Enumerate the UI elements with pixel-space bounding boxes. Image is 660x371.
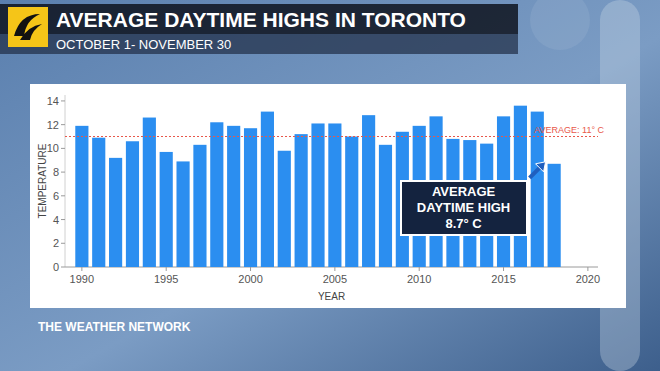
logo-mark bbox=[20, 24, 42, 40]
y-tick bbox=[61, 219, 65, 220]
bar bbox=[143, 118, 156, 267]
bar bbox=[75, 126, 88, 267]
bar bbox=[531, 112, 544, 267]
x-tick bbox=[334, 267, 335, 271]
x-tick bbox=[419, 267, 420, 271]
bar bbox=[160, 152, 173, 267]
logo bbox=[8, 7, 48, 47]
x-tick-label: 1990 bbox=[70, 273, 94, 285]
y-tick-label: 14 bbox=[47, 95, 59, 107]
bar bbox=[92, 138, 105, 267]
bar bbox=[379, 145, 392, 267]
x-tick bbox=[250, 267, 251, 271]
y-tick-label: 2 bbox=[53, 237, 59, 249]
background bbox=[0, 0, 660, 371]
x-tick-label: 2020 bbox=[576, 273, 600, 285]
bar bbox=[261, 112, 274, 267]
y-tick bbox=[61, 124, 65, 125]
y-tick bbox=[61, 172, 65, 173]
x-tick-label: 2015 bbox=[491, 273, 515, 285]
y-tick bbox=[61, 148, 65, 149]
x-tick bbox=[503, 267, 504, 271]
bar bbox=[210, 122, 223, 267]
bar bbox=[109, 158, 122, 267]
y-tick-label: 12 bbox=[47, 119, 59, 131]
x-axis-label: YEAR bbox=[318, 291, 345, 302]
x-tick bbox=[81, 267, 82, 271]
x-tick-label: 2000 bbox=[238, 273, 262, 285]
average-line bbox=[65, 136, 598, 137]
y-tick bbox=[61, 243, 65, 244]
bar bbox=[311, 123, 324, 267]
y-tick bbox=[61, 267, 65, 268]
bar bbox=[193, 145, 206, 267]
average-label: AVERAGE: 11° C bbox=[534, 125, 604, 135]
bar bbox=[345, 137, 358, 267]
bar bbox=[244, 128, 257, 267]
bar bbox=[328, 123, 341, 267]
y-tick bbox=[61, 100, 65, 101]
page: AVERAGE DAYTIME HIGHS IN TORONTO OCTOBER … bbox=[0, 0, 660, 371]
bar bbox=[126, 141, 139, 267]
y-tick-label: 6 bbox=[53, 190, 59, 202]
title: AVERAGE DAYTIME HIGHS IN TORONTO bbox=[56, 8, 466, 31]
x-tick bbox=[587, 267, 588, 271]
bars bbox=[75, 106, 560, 267]
y-tick-label: 10 bbox=[47, 142, 59, 154]
y-axis-line bbox=[65, 95, 66, 267]
bar bbox=[548, 164, 561, 267]
x-tick-label: 2010 bbox=[407, 273, 431, 285]
subtitle-band bbox=[0, 34, 518, 54]
decoration bbox=[530, 0, 590, 50]
bar bbox=[362, 115, 375, 267]
x-tick bbox=[166, 267, 167, 271]
y-tick bbox=[61, 195, 65, 196]
y-tick-label: 4 bbox=[53, 214, 59, 226]
callout: AVERAGE DAYTIME HIGH 8.7° C bbox=[400, 180, 528, 236]
bar bbox=[295, 134, 308, 267]
x-tick-label: 2005 bbox=[323, 273, 347, 285]
callout-arrowhead bbox=[536, 162, 546, 172]
bar bbox=[278, 151, 291, 267]
y-tick-label: 0 bbox=[53, 261, 59, 273]
chart-panel bbox=[30, 84, 626, 308]
subtitle: OCTOBER 1- NOVEMBER 30 bbox=[56, 37, 231, 52]
title-band bbox=[0, 4, 518, 34]
source: THE WEATHER NETWORK bbox=[38, 320, 191, 334]
x-tick-label: 1995 bbox=[154, 273, 178, 285]
bar bbox=[176, 161, 189, 267]
y-tick-label: 8 bbox=[53, 166, 59, 178]
y-axis-label: TEMPERATURE bbox=[37, 143, 48, 218]
chart-svg: AVERAGE DAYTIME HIGHS IN TORONTO OCTOBER … bbox=[0, 0, 660, 371]
bar bbox=[227, 126, 240, 267]
